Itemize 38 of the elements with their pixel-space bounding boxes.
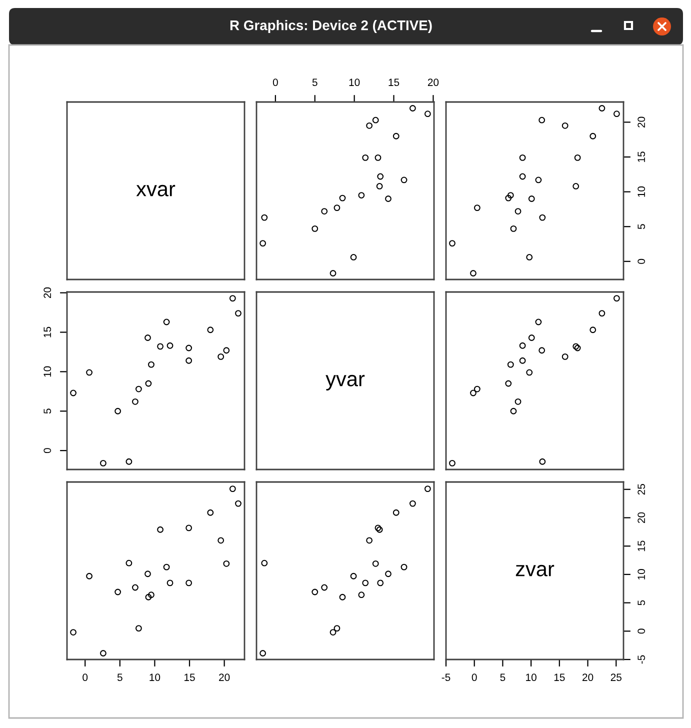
x-tick-label: 15 <box>184 674 195 682</box>
y-tick-label: 20 <box>638 512 646 523</box>
x-tick-label: 20 <box>582 674 594 682</box>
y-tick-label: 10 <box>44 366 52 377</box>
text: xvar <box>136 184 176 196</box>
y-tick-label: 15 <box>638 540 646 552</box>
y-tick-label: 5 <box>44 408 52 414</box>
x-tick-label: 5 <box>312 78 318 86</box>
x-tick-label: 10 <box>349 78 360 86</box>
text: R Graphics: Device 2 (ACTIVE) <box>230 20 432 33</box>
x-tick-label: 0 <box>472 674 477 682</box>
x-tick-label: -5 <box>442 674 450 682</box>
text: yvar <box>326 374 365 390</box>
x-tick-label: 5 <box>500 674 506 682</box>
x-tick-label: 25 <box>610 674 622 682</box>
x-tick-label: 10 <box>526 674 536 682</box>
y-tick-label: 15 <box>638 152 646 162</box>
y-tick-label: -5 <box>638 655 646 664</box>
annotation: zvar <box>516 564 554 576</box>
x-tick-label: 0 <box>272 78 278 86</box>
y-tick-label: 0 <box>638 258 646 264</box>
x-tick-label: 20 <box>219 674 230 682</box>
y-tick-label: 20 <box>638 116 646 128</box>
x-tick-label: 20 <box>428 78 439 86</box>
y-tick-label: 15 <box>44 326 52 338</box>
y-tick-label: 0 <box>44 448 52 454</box>
y-tick-label: 10 <box>638 569 646 580</box>
x-tick-label: 0 <box>82 674 88 682</box>
x-tick-label: 15 <box>388 78 400 86</box>
x-tick-label: 15 <box>554 674 565 682</box>
y-tick-label: 25 <box>638 484 646 495</box>
y-tick-label: 20 <box>44 287 52 298</box>
y-tick-label: 10 <box>638 186 646 197</box>
y-tick-label: 5 <box>638 600 646 606</box>
x-tick-label: 5 <box>117 674 122 682</box>
y-tick-label: 0 <box>638 628 646 634</box>
y-tick-label: 5 <box>638 224 646 230</box>
x-tick-label: 10 <box>150 674 160 682</box>
